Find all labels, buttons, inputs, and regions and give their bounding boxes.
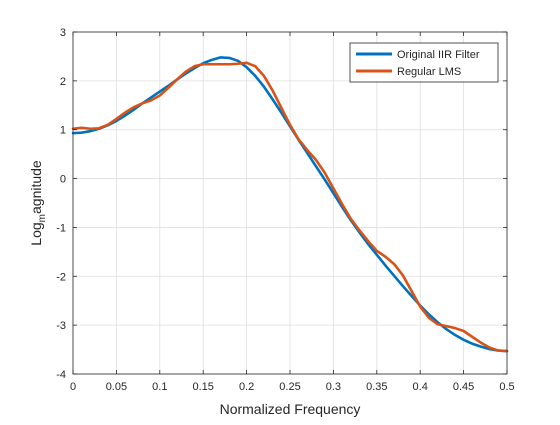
x-tick-label: 0.5 — [499, 381, 514, 393]
x-tick-label: 0.4 — [413, 381, 428, 393]
y-axis-label-tail: agnitude — [28, 160, 44, 214]
x-tick-label: 0.3 — [326, 381, 341, 393]
y-tick-label: 1 — [60, 125, 66, 137]
x-tick-label: 0.15 — [192, 381, 213, 393]
y-tick-label: 0 — [60, 174, 66, 186]
x-tick-label: 0.2 — [239, 381, 254, 393]
y-tick-label: -4 — [56, 369, 66, 381]
x-tick-label: 0.1 — [152, 381, 167, 393]
legend: Original IIR Filter Regular LMS — [350, 43, 498, 82]
x-tick-label: 0.25 — [279, 381, 300, 393]
x-tick-label: 0 — [70, 381, 76, 393]
x-tick-label: 0.35 — [366, 381, 387, 393]
y-tick-label: -2 — [56, 271, 66, 283]
legend-label-regular-lms: Regular LMS — [397, 66, 461, 78]
y-tick-label: 2 — [60, 76, 66, 88]
x-axis-label: Normalized Frequency — [220, 401, 361, 417]
x-tick-label: 0.05 — [106, 381, 127, 393]
y-axis-label-subscript: m — [37, 214, 48, 222]
x-tick-label: 0.45 — [453, 381, 474, 393]
y-tick-label: -1 — [56, 222, 66, 234]
legend-label-original-iir: Original IIR Filter — [397, 49, 480, 61]
y-tick-label: 3 — [60, 27, 66, 39]
y-tick-label: -3 — [56, 320, 66, 332]
y-axis-label-main: Log — [28, 222, 44, 245]
